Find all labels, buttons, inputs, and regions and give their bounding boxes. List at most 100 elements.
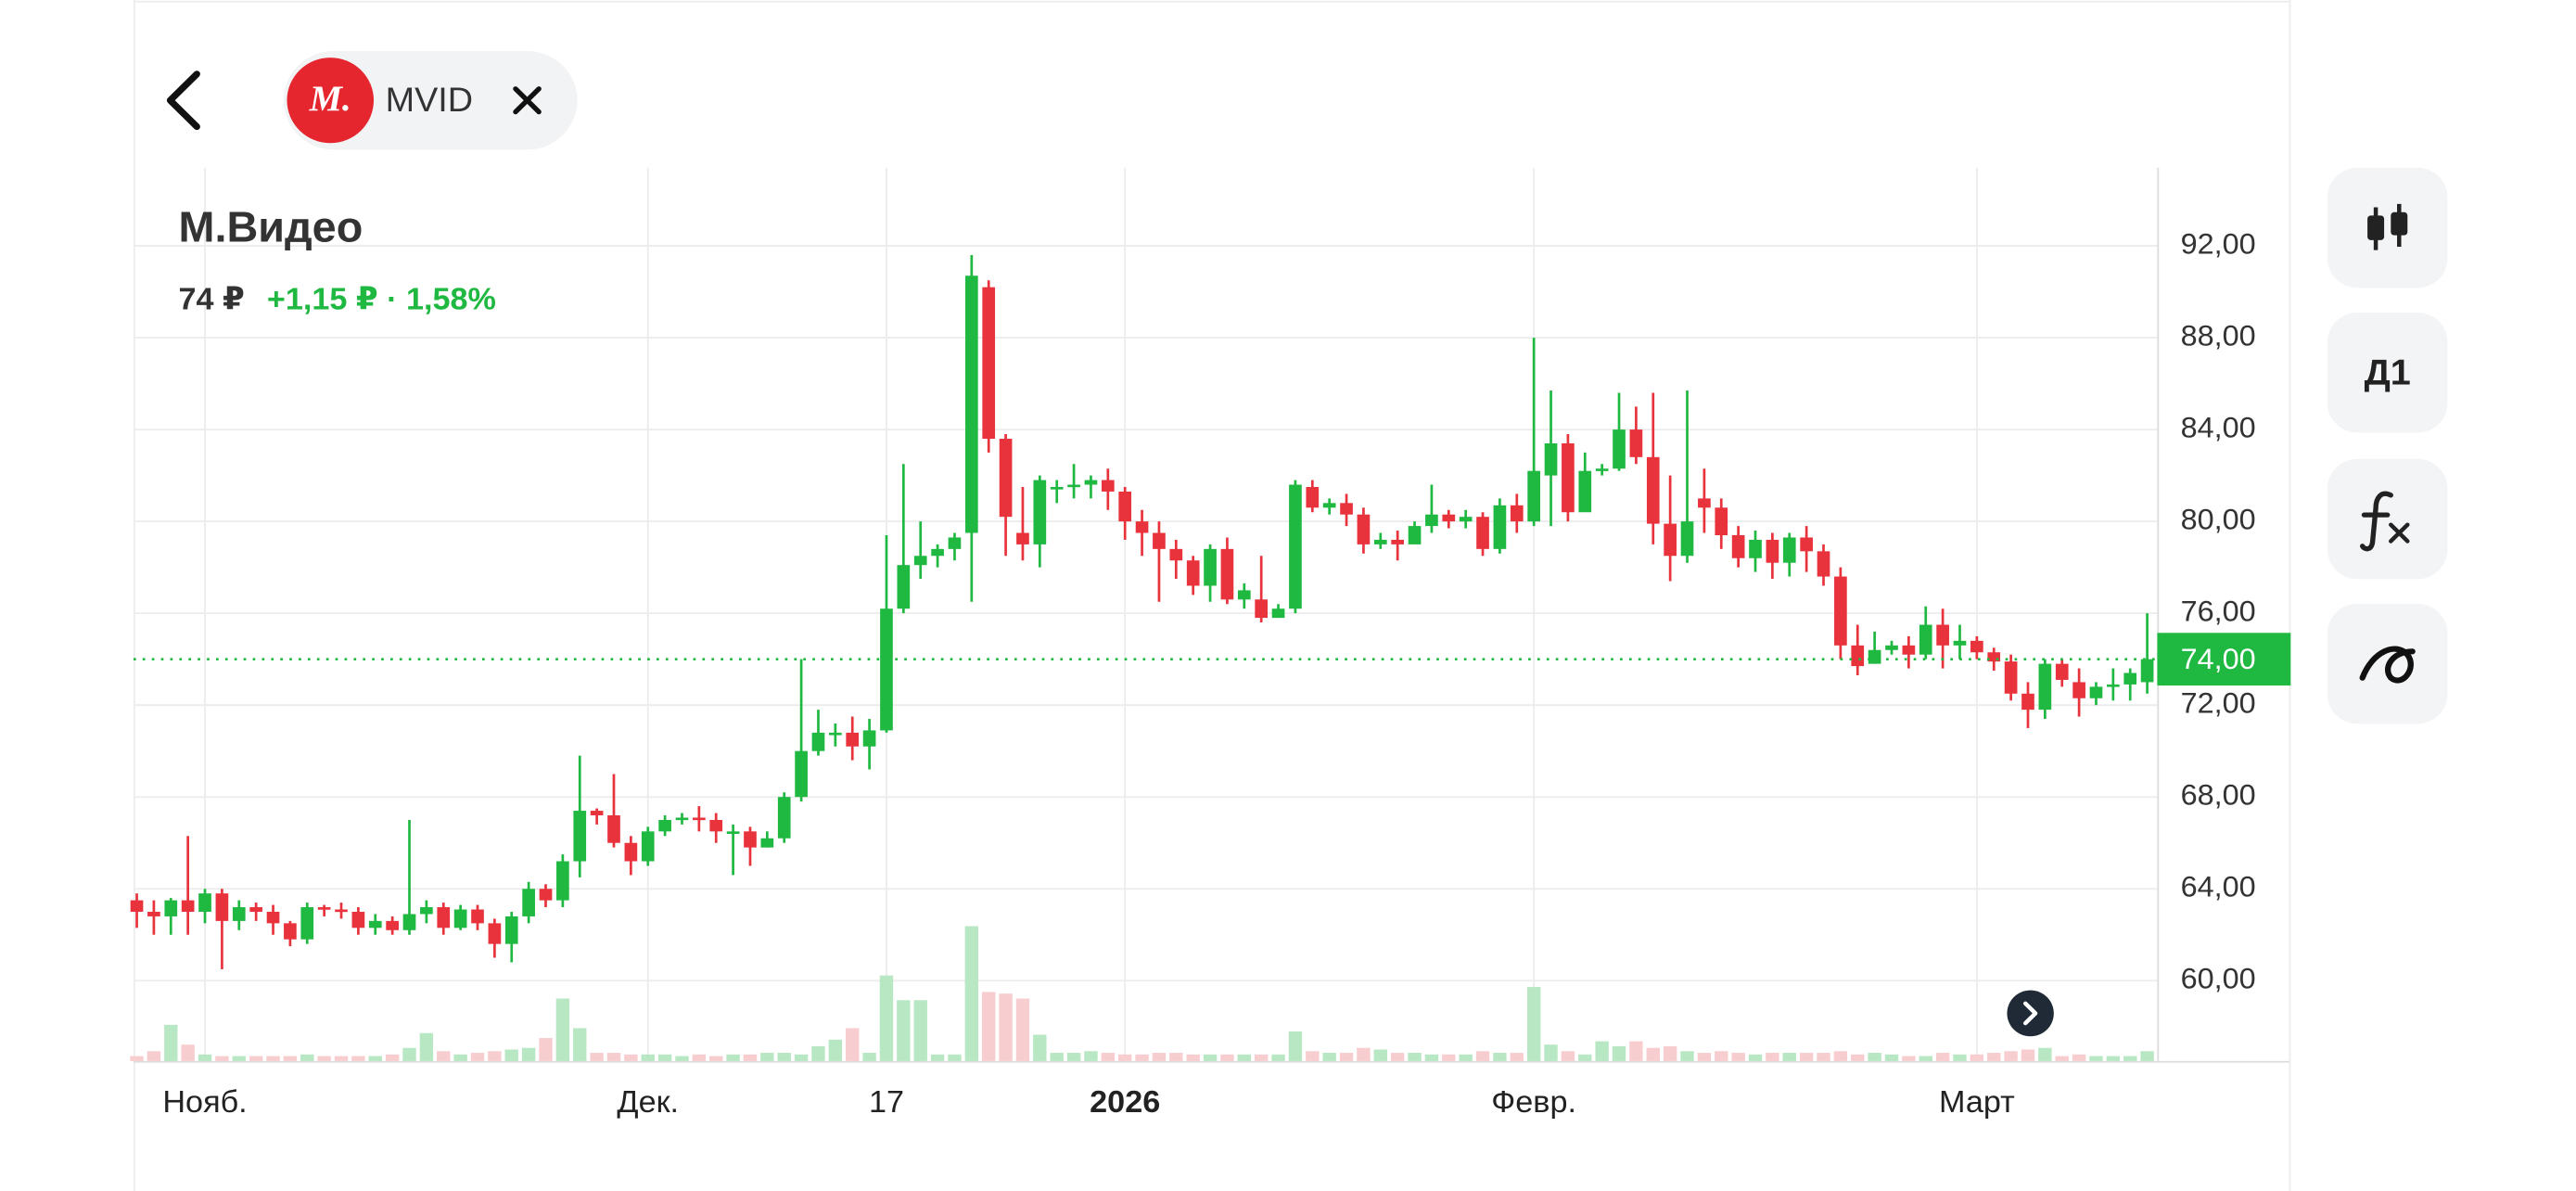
y-tick-label: 72,00 xyxy=(2181,686,2256,720)
candle-body xyxy=(948,537,962,549)
candle-body xyxy=(453,909,467,928)
candle-body xyxy=(913,556,927,566)
volume-bar xyxy=(1475,1051,1490,1061)
candle-body xyxy=(386,920,399,930)
volume-bar xyxy=(1152,1053,1167,1061)
candle-body xyxy=(1067,484,1080,488)
back-button[interactable] xyxy=(166,70,200,131)
volume-bar xyxy=(1033,1034,1047,1061)
volume-bar xyxy=(1629,1041,1643,1061)
volume-bar xyxy=(624,1054,638,1061)
chart-title: М.Видео xyxy=(179,203,363,251)
indicators-button[interactable] xyxy=(2327,458,2448,580)
candle-body xyxy=(862,730,876,747)
volume-bar xyxy=(215,1056,229,1061)
volume-bar xyxy=(2106,1056,2121,1061)
volume-bar xyxy=(913,1000,927,1061)
volume-bar xyxy=(1595,1041,1609,1061)
candle-body xyxy=(402,914,416,930)
volume-bar xyxy=(488,1051,502,1061)
ticker-chip[interactable]: М. MVID xyxy=(283,50,578,150)
volume-bar xyxy=(999,993,1013,1061)
candle-body xyxy=(1459,517,1473,522)
volume-bar xyxy=(504,1049,518,1061)
y-tick-label: 92,00 xyxy=(2181,227,2256,261)
volume-bar xyxy=(1459,1054,1473,1061)
volume-bar xyxy=(1935,1053,1950,1061)
volume-bar xyxy=(453,1054,467,1061)
candle-body xyxy=(1237,590,1251,600)
volume-bar xyxy=(743,1054,758,1061)
icon xyxy=(2391,211,2408,236)
candle-body xyxy=(1050,487,1064,490)
volume-bar xyxy=(1799,1053,1814,1061)
volume-bar xyxy=(1390,1053,1405,1061)
back-arrow xyxy=(166,70,200,131)
candle-body xyxy=(658,819,671,832)
candle-body xyxy=(2107,684,2120,687)
candle-body xyxy=(726,831,740,834)
volume-bar xyxy=(539,1038,553,1061)
current-price-tag xyxy=(2157,633,2291,686)
candle-body xyxy=(811,732,825,751)
volume-bar xyxy=(794,1054,809,1061)
candle-body xyxy=(1766,539,1779,563)
volume-bar xyxy=(590,1053,604,1061)
volume-bar xyxy=(948,1054,962,1061)
volume-bar xyxy=(232,1056,246,1061)
candle-body xyxy=(607,815,620,843)
volume-bar xyxy=(1902,1056,1916,1061)
volume-bar xyxy=(1442,1054,1456,1061)
volume-bar xyxy=(2021,1049,2035,1061)
candle-body xyxy=(1101,480,1115,492)
icon xyxy=(2389,522,2410,544)
candle-body xyxy=(198,893,211,912)
volume-bar xyxy=(283,1056,298,1061)
volume-bar xyxy=(1680,1051,1694,1061)
candle-body xyxy=(2055,663,2069,680)
volume-bar xyxy=(879,975,894,1061)
y-tick-label: 68,00 xyxy=(2181,778,2256,812)
volume-bar xyxy=(1288,1031,1303,1061)
volume-bar xyxy=(1408,1053,1422,1061)
volume-bar xyxy=(1782,1053,1796,1061)
chevron xyxy=(2023,1001,2038,1026)
interval-button[interactable]: Д1 xyxy=(2327,312,2448,433)
x-tick-label: Февр. xyxy=(1491,1084,1576,1120)
volume-bar xyxy=(2123,1056,2137,1061)
candle-body xyxy=(1613,429,1626,469)
candle-body xyxy=(130,900,144,912)
volume-bar xyxy=(760,1053,774,1061)
volume-bar xyxy=(266,1056,280,1061)
candle-body xyxy=(1562,442,1575,513)
chart-type-button[interactable] xyxy=(2327,167,2448,288)
candle-body xyxy=(1135,521,1149,533)
candle-body xyxy=(590,811,604,816)
candle-body xyxy=(1289,484,1302,609)
drawing-button[interactable] xyxy=(2327,603,2448,724)
volume-bar xyxy=(1612,1045,1626,1061)
volume-bar xyxy=(2038,1047,2052,1061)
candle-body xyxy=(1340,503,1353,515)
volume-bar xyxy=(1987,1053,2001,1061)
interval: Д1 xyxy=(2365,352,2411,393)
volume-bar xyxy=(1766,1053,1779,1061)
y-tick-label: 76,00 xyxy=(2181,595,2256,628)
y-tick-label: 88,00 xyxy=(2181,319,2256,352)
candle-body xyxy=(1715,507,1728,535)
volume-bar xyxy=(1322,1053,1336,1061)
candle-body xyxy=(1680,521,1694,557)
volume-bar xyxy=(1050,1053,1064,1061)
volume-bar xyxy=(1919,1056,1932,1061)
candle-body xyxy=(522,889,535,916)
volume-bar xyxy=(470,1053,485,1061)
scroll-latest-button[interactable] xyxy=(2007,990,2054,1037)
candle-body xyxy=(1595,468,1609,471)
close-chip[interactable] xyxy=(513,86,542,115)
candle-body xyxy=(982,287,996,440)
icon xyxy=(2359,646,2416,684)
candle-body xyxy=(897,565,911,609)
volume-bar xyxy=(1833,1051,1848,1061)
candle-body xyxy=(1749,539,1762,558)
